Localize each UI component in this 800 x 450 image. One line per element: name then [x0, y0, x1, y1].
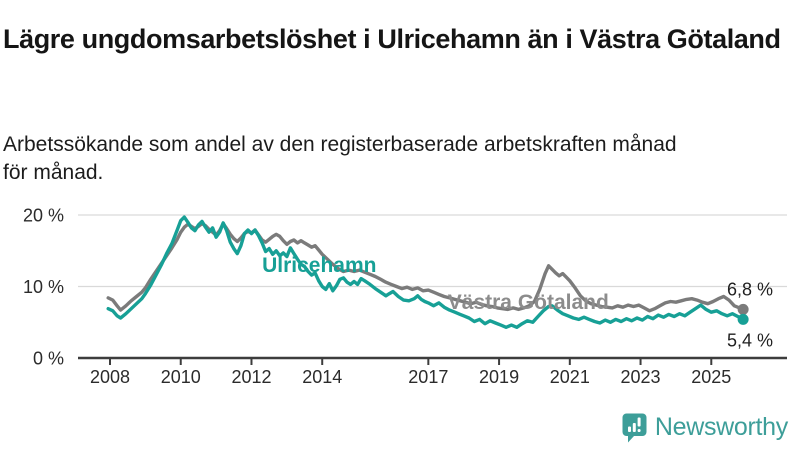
series-line-ulricehamn — [106, 215, 745, 330]
page-subtitle: Arbetssökande som andel av den registerb… — [3, 133, 677, 184]
end-value-label-västra-götaland: 6,8 % — [727, 279, 773, 299]
newsworthy-brand: Newsworthy — [621, 411, 788, 443]
x-axis-label-2012: 2012 — [231, 367, 271, 387]
series-label-västra-götaland: Västra Götaland — [448, 291, 609, 314]
x-axis-label-2017: 2017 — [408, 367, 448, 387]
series-line-västra-götaland — [106, 221, 745, 313]
x-axis-label-2014: 2014 — [302, 367, 342, 387]
x-axis-label-2010: 2010 — [161, 367, 201, 387]
x-axis-label-2023: 2023 — [621, 367, 661, 387]
x-axis-label-2019: 2019 — [479, 367, 519, 387]
brand-wordmark: Newsworthy — [654, 412, 788, 441]
x-axis-label-2021: 2021 — [550, 367, 590, 387]
series-end-dot-ulricehamn — [737, 313, 749, 325]
series-label-ulricehamn: Ulricehamn — [262, 254, 376, 277]
page-title: Lägre ungdomsarbetslöshet i Ulricehamn ä… — [3, 24, 781, 55]
series-end-dot-västra-götaland — [737, 303, 749, 315]
y-axis-label-0: 0 % — [33, 349, 64, 369]
x-axis-label-2025: 2025 — [691, 367, 731, 387]
mini-bar-chart-icon — [627, 417, 641, 432]
x-axis-label-2008: 2008 — [90, 367, 130, 387]
newsworthy-logo-icon — [622, 413, 647, 442]
end-value-label-ulricehamn: 5,4 % — [727, 330, 773, 350]
y-axis-label-20: 20 % — [23, 206, 64, 226]
y-axis-label-10: 10 % — [23, 277, 64, 297]
unemployment-line-chart: 0 % 10 % 20 % 2008 2010 2012 2014 2017 2019 2021 2… — [23, 206, 787, 387]
